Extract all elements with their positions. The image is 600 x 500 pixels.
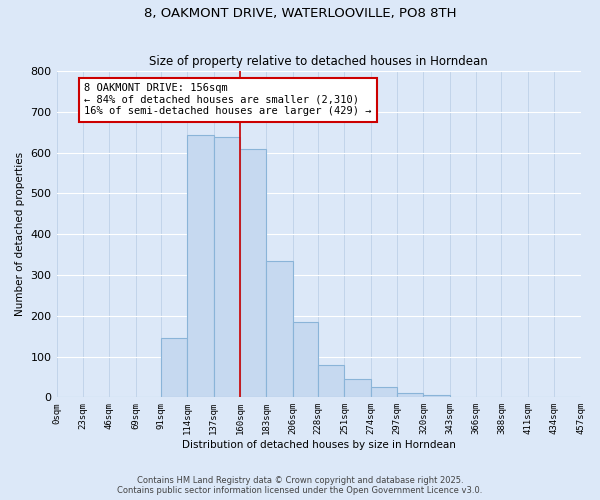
Text: 8 OAKMONT DRIVE: 156sqm
← 84% of detached houses are smaller (2,310)
16% of semi: 8 OAKMONT DRIVE: 156sqm ← 84% of detache…: [84, 84, 371, 116]
Bar: [293, 322, 318, 398]
Title: Size of property relative to detached houses in Horndean: Size of property relative to detached ho…: [149, 56, 488, 68]
Y-axis label: Number of detached properties: Number of detached properties: [15, 152, 25, 316]
Bar: [397, 394, 424, 398]
Text: 8, OAKMONT DRIVE, WATERLOOVILLE, PO8 8TH: 8, OAKMONT DRIVE, WATERLOOVILLE, PO8 8TH: [144, 8, 456, 20]
Bar: [266, 260, 293, 398]
X-axis label: Distribution of detached houses by size in Horndean: Distribution of detached houses by size …: [182, 440, 455, 450]
Bar: [424, 396, 450, 398]
Bar: [318, 364, 344, 398]
Bar: [371, 387, 397, 398]
Bar: [187, 136, 214, 398]
Bar: [161, 338, 187, 398]
Bar: [214, 137, 240, 398]
Bar: [450, 396, 476, 398]
Bar: [240, 148, 266, 398]
Text: Contains HM Land Registry data © Crown copyright and database right 2025.
Contai: Contains HM Land Registry data © Crown c…: [118, 476, 482, 495]
Bar: [344, 379, 371, 398]
